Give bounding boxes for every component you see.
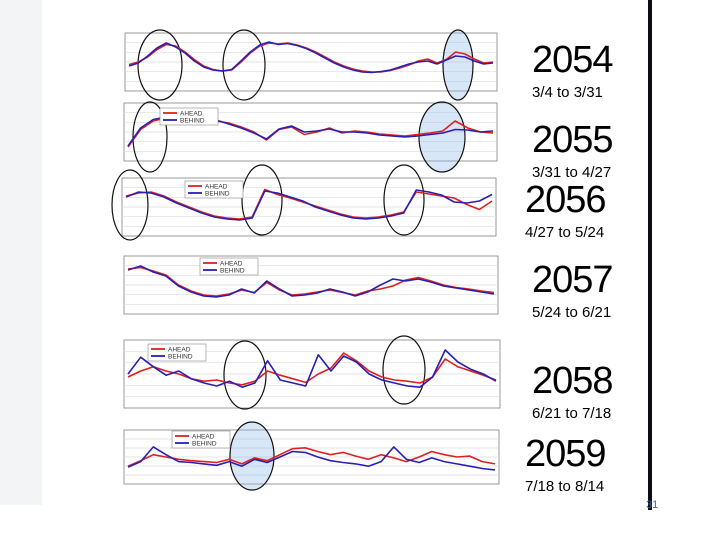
right-edge-bar — [648, 0, 652, 510]
highlight-ellipse — [382, 335, 426, 405]
year-label: 2055 — [532, 119, 614, 161]
highlight-ellipse — [241, 164, 283, 236]
highlight-ellipse — [111, 169, 149, 241]
legend-label: BEHIND — [220, 268, 245, 275]
legend-label: BEHIND — [192, 441, 217, 448]
legend-label: BEHIND — [180, 118, 205, 125]
left-margin-bar — [0, 0, 42, 505]
label-2057: 2057 5/24 to 6/21 — [532, 259, 614, 322]
year-label: 2058 — [532, 360, 614, 402]
label-2056: 2056 4/27 to 5/24 — [525, 179, 607, 242]
highlight-ellipse — [383, 164, 425, 236]
highlight-ellipse — [442, 29, 474, 101]
date-range: 3/31 to 4/27 — [532, 164, 612, 181]
legend-label: AHEAD — [220, 261, 243, 268]
date-range: 6/21 to 7/18 — [532, 405, 612, 422]
series-line — [127, 265, 495, 298]
series-line — [127, 446, 496, 471]
legend-label: BEHIND — [205, 191, 230, 198]
label-2055: 2055 3/31 to 4/27 — [532, 119, 614, 182]
legend-label: AHEAD — [180, 111, 203, 118]
chart-panel-2054 — [124, 29, 498, 101]
highlight-ellipse — [137, 29, 183, 101]
label-2054: 2054 3/4 to 3/31 — [532, 39, 614, 102]
label-2058: 2058 6/21 to 7/18 — [532, 360, 614, 423]
highlight-ellipse — [418, 101, 466, 173]
series-line — [127, 446, 496, 467]
series-line — [127, 266, 495, 297]
highlight-ellipse — [222, 29, 266, 101]
series-line — [128, 41, 494, 74]
year-label: 2059 — [525, 433, 607, 475]
legend-label: AHEAD — [205, 184, 228, 191]
series-line — [125, 189, 493, 221]
year-label: 2057 — [532, 259, 614, 301]
legend-label: AHEAD — [192, 434, 215, 441]
legend-label: BEHIND — [168, 354, 193, 361]
date-range: 3/4 to 3/31 — [532, 84, 603, 101]
label-2059: 2059 7/18 to 8/14 — [525, 433, 607, 496]
date-range: 5/24 to 6/21 — [532, 304, 612, 321]
date-range: 4/27 to 5/24 — [525, 224, 605, 241]
year-label: 2054 — [532, 39, 614, 81]
highlight-ellipse — [229, 421, 275, 491]
series-line — [127, 349, 497, 389]
slide-number: 31 — [646, 499, 659, 511]
highlight-ellipse — [223, 340, 267, 410]
date-range: 7/18 to 8/14 — [525, 478, 605, 495]
highlight-ellipse — [132, 101, 168, 173]
legend-label: AHEAD — [168, 347, 191, 354]
year-label: 2056 — [525, 179, 607, 221]
